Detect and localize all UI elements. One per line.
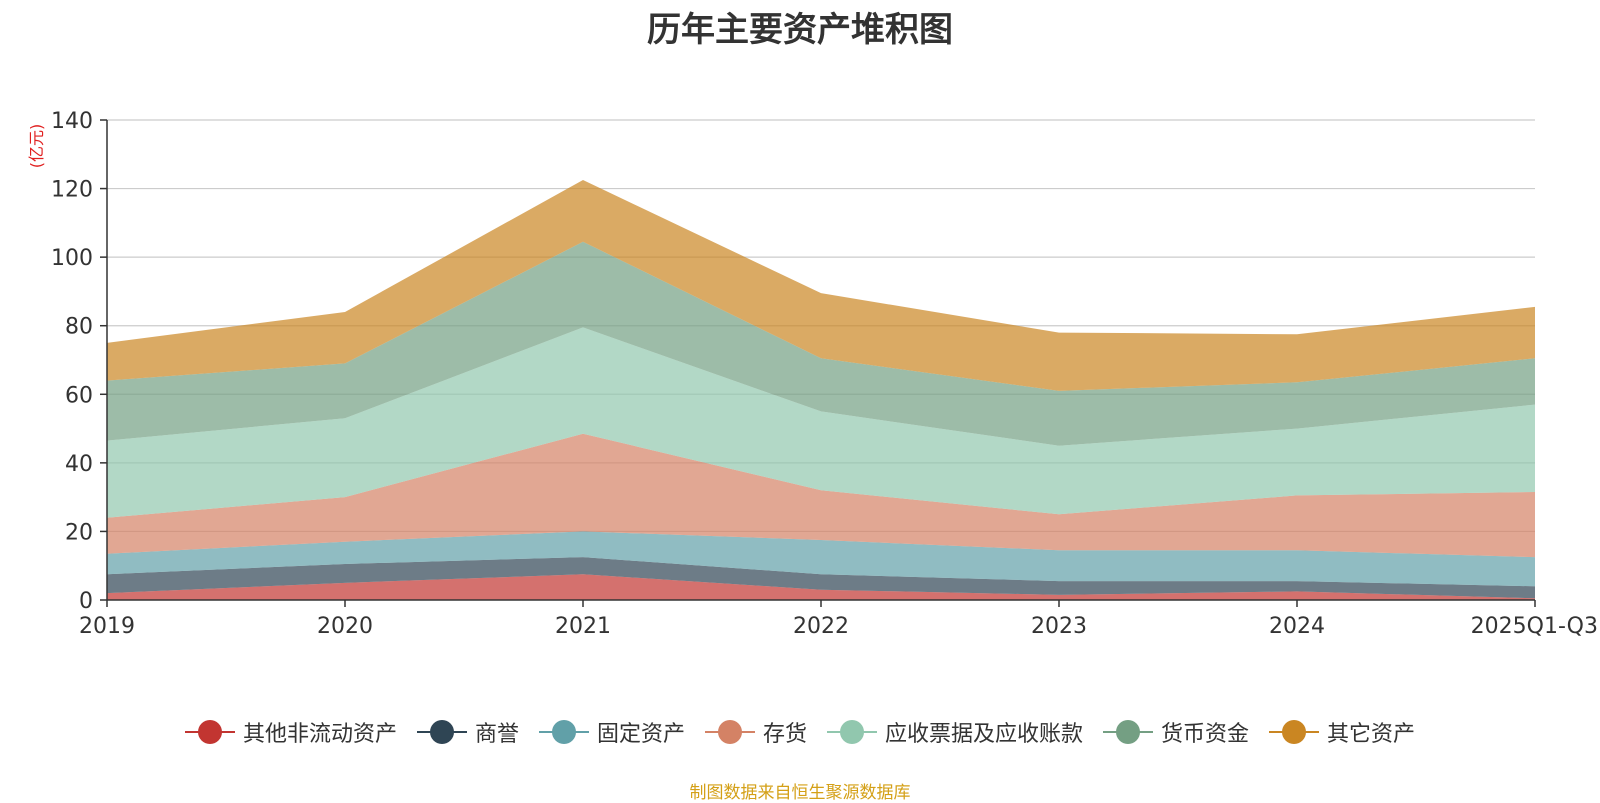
legend-marker-icon (184, 719, 235, 745)
legend-item[interactable]: 固定资产 (538, 716, 685, 748)
axis-layer: 0 20 40 60 80 100 120 140 2019 2020 2021 2022 2023 20… (27, 109, 1598, 639)
source-note: 制图数据来自恒生聚源数据库 (689, 783, 911, 803)
legend-label: 商誉 (474, 722, 519, 747)
y-tick-label: 60 (65, 383, 93, 408)
area-series-0 (107, 574, 1535, 600)
area-series-5 (107, 241, 1535, 446)
legend: 其他非流动资产 商誉 固定资产 存货 应收票据及应收账款 货币资金 其它资产 (0, 716, 1600, 748)
x-tick-label: 2021 (555, 614, 611, 639)
y-tick-label: 100 (51, 246, 93, 271)
area-series-1 (107, 557, 1535, 599)
x-tick-label: 2025Q1-Q3 (1471, 614, 1598, 639)
legend-item[interactable]: 货币资金 (1103, 716, 1249, 748)
legend-marker-icon (416, 719, 467, 745)
x-tick-label: 2024 (1269, 614, 1325, 639)
area-layer (107, 180, 1535, 600)
legend-label: 固定资产 (596, 722, 685, 747)
legend-marker-icon (704, 719, 755, 745)
legend-label: 其他非流动资产 (242, 722, 397, 747)
x-tick-label: 2023 (1031, 614, 1087, 639)
area-series-2 (107, 531, 1535, 587)
area-series-6 (107, 180, 1535, 391)
legend-item[interactable]: 存货 (704, 716, 807, 748)
y-tick-label: 0 (79, 589, 93, 614)
stacked-area-chart: 0 20 40 60 80 100 120 140 2019 2020 2021 2022 2023 20… (27, 109, 1598, 639)
area-series-3 (107, 433, 1535, 558)
y-tick-label: 120 (51, 178, 93, 203)
y-unit-label: (亿元) (27, 124, 46, 169)
x-tick-label: 2020 (317, 614, 373, 639)
y-tick-label: 80 (65, 315, 93, 340)
legend-label: 货币资金 (1161, 722, 1250, 747)
legend-item[interactable]: 应收票据及应收账款 (827, 716, 1083, 748)
legend-label: 其它资产 (1327, 722, 1416, 747)
y-tick-label: 20 (65, 520, 93, 545)
legend-marker-icon (827, 719, 877, 745)
legend-item[interactable]: 其它资产 (1269, 716, 1415, 748)
y-tick-label: 40 (65, 452, 93, 477)
legend-label: 存货 (762, 722, 807, 747)
legend-item[interactable]: 商誉 (416, 716, 519, 748)
legend-marker-icon (1103, 719, 1154, 745)
legend-label: 应收票据及应收账款 (885, 722, 1084, 747)
legend-item[interactable]: 其他非流动资产 (184, 716, 397, 748)
legend-marker-icon (1269, 719, 1320, 745)
chart-title: 历年主要资产堆积图 (647, 10, 953, 50)
y-tick-label: 140 (51, 109, 93, 134)
area-series-4 (107, 327, 1535, 518)
legend-marker-icon (538, 719, 589, 745)
x-tick-label: 2019 (79, 614, 135, 639)
x-tick-label: 2022 (793, 614, 849, 639)
